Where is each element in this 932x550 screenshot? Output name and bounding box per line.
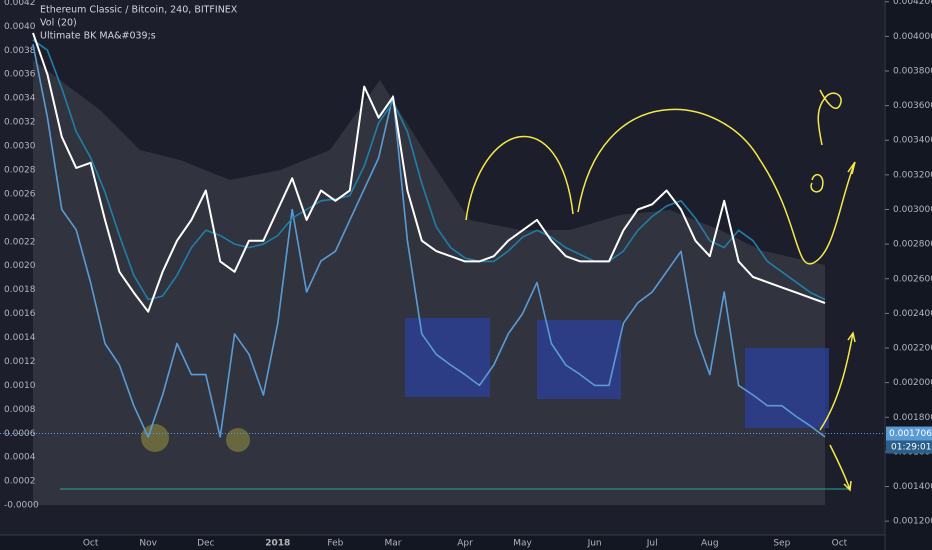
x-tick-label: Dec: [197, 539, 214, 549]
x-tick-label: Jul: [646, 539, 658, 549]
x-tick-label: May: [513, 539, 532, 549]
y2-tick-label: 0.0030000: [893, 205, 932, 215]
y-tick-label: 0.0002: [4, 477, 36, 487]
y-tick-label: 0.0004: [4, 453, 36, 463]
y-tick-label: 0.0026: [4, 189, 36, 199]
x-tick-label: Mar: [385, 539, 402, 549]
x-tick-label: Oct: [832, 539, 848, 549]
circle-annotation: [141, 424, 169, 452]
y-tick-label: 0.0038: [4, 46, 36, 56]
x-tick-label: Nov: [139, 539, 157, 549]
y-tick-label: 0.0010: [4, 381, 36, 391]
y2-tick-label: 0.0018000: [893, 413, 932, 423]
x-tick-label: 2018: [265, 539, 290, 549]
x-tick-label: Apr: [457, 539, 473, 549]
box-annotation: [537, 320, 621, 399]
y-tick-label: 0.0028: [4, 165, 36, 175]
y2-tick-label: 0.0040000: [893, 32, 932, 42]
circle-annotation: [226, 428, 250, 452]
chart-title: Ethereum Classic / Bitcoin, 240, BITFINE…: [40, 5, 238, 16]
x-tick-label: Oct: [83, 539, 99, 549]
countdown-label: 01:29:01: [891, 443, 931, 453]
y-tick-label: 0.0040: [4, 22, 36, 32]
y-tick-label: 0.0014: [4, 333, 36, 343]
last-price-badge: [886, 426, 932, 441]
y-tick-label: 0.0016: [4, 309, 36, 319]
x-tick-label: Feb: [327, 539, 343, 549]
y2-tick-label: 0.0020000: [893, 378, 932, 388]
y-tick-label: -0.0000: [4, 501, 39, 511]
y2-tick-label: 0.0032000: [893, 170, 932, 180]
y2-tick-label: 0.0012000: [893, 517, 932, 527]
y2-tick-label: 0.0038000: [893, 66, 932, 76]
y-tick-label: 0.0018: [4, 285, 36, 295]
y2-tick-label: 0.0014000: [893, 482, 932, 492]
series-line: [32, 39, 826, 301]
y-tick-label: 0.0042: [4, 0, 36, 8]
y-tick-label: 0.0008: [4, 405, 36, 415]
x-tick-label: Aug: [701, 539, 719, 549]
y-tick-label: 0.0024: [4, 213, 36, 223]
indicator-label: Ultimate BK MA&#039;s: [40, 31, 156, 42]
y2-tick-label: 0.0042000: [893, 0, 932, 7]
y-tick-label: 0.0022: [4, 237, 36, 247]
y2-tick-label: 0.0028000: [893, 240, 932, 250]
y2-tick-label: 0.0036000: [893, 101, 932, 111]
y2-tick-label: 0.0026000: [893, 274, 932, 284]
y-tick-label: 0.0030: [4, 142, 36, 152]
shaded-band: [33, 60, 825, 505]
y2-tick-label: 0.0022000: [893, 344, 932, 354]
indicator-label: Vol (20): [40, 18, 77, 29]
y2-tick-label: 0.0034000: [893, 136, 932, 146]
y-tick-label: 0.0020: [4, 261, 36, 271]
series-line: [32, 32, 826, 313]
x-tick-label: Jun: [587, 539, 602, 549]
y-tick-label: 0.0036: [4, 70, 36, 80]
series-line: [32, 44, 826, 438]
y-tick-label: 0.0034: [4, 94, 36, 104]
y-tick-label: 0.0012: [4, 357, 36, 367]
box-annotation: [405, 318, 490, 397]
x-tick-label: Sep: [773, 539, 790, 549]
y-tick-label: 0.0032: [4, 118, 36, 128]
countdown-badge: [886, 440, 932, 454]
box-annotation: [745, 348, 829, 428]
y-tick-label: 0.0006: [4, 429, 36, 439]
y2-tick-label: 0.0024000: [893, 309, 932, 319]
freehand-drawing: [465, 89, 856, 492]
